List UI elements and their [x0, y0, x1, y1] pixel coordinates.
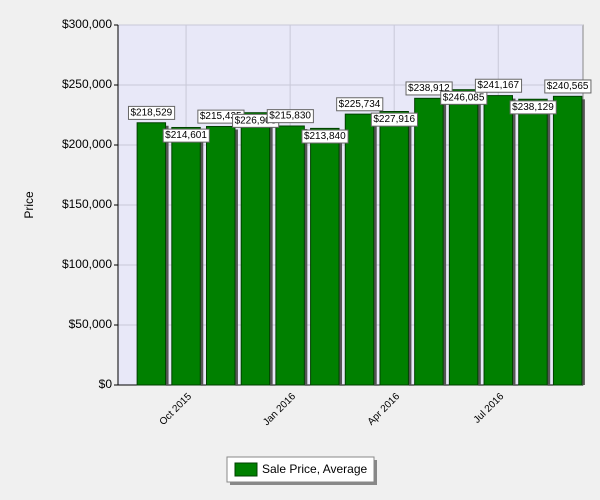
value-label: $215,830 [269, 111, 311, 122]
value-label: $213,840 [304, 131, 346, 142]
value-label: $241,167 [477, 80, 519, 91]
x-tick-label: Jan 2016 [261, 391, 298, 428]
value-label: $238,912 [408, 83, 450, 94]
value-label-box [162, 128, 210, 143]
y-tick-label: $150,000 [62, 197, 112, 211]
value-label-box [509, 100, 557, 115]
legend: Sale Price, Average [226, 456, 377, 485]
value-label: $240,565 [547, 81, 589, 92]
x-tick-label: Jul 2016 [472, 391, 507, 426]
value-label: $225,734 [339, 99, 381, 110]
bar [379, 111, 409, 386]
y-tick-label: $200,000 [62, 137, 112, 151]
y-tick-label: $0 [99, 377, 113, 391]
value-label-box [336, 97, 384, 112]
bar [414, 97, 444, 386]
value-label-box [127, 105, 176, 120]
value-label: $218,529 [130, 107, 172, 118]
bar [448, 89, 479, 386]
y-tick-label: $250,000 [62, 77, 112, 91]
value-label: $227,916 [373, 114, 415, 125]
value-label-box [266, 109, 314, 124]
value-label-box [544, 79, 592, 94]
value-label-box [301, 129, 349, 144]
bar [240, 112, 271, 386]
bar [310, 127, 340, 386]
y-axis-label: Price [22, 191, 36, 219]
value-label: $226,903 [235, 115, 277, 126]
bar [344, 113, 375, 386]
y-tick-label: $50,000 [69, 317, 113, 331]
value-label-box [440, 90, 488, 105]
bar [171, 126, 201, 386]
legend-label: Sale Price, Average [262, 462, 368, 476]
value-label: $238,129 [512, 102, 554, 113]
bar [206, 125, 236, 386]
legend-swatch [234, 462, 258, 477]
bar [483, 95, 513, 386]
x-tick-label: Oct 2015 [158, 391, 195, 428]
value-label: $215,435 [200, 111, 242, 122]
bar [275, 125, 305, 386]
bar [136, 122, 167, 386]
x-tick-label: Apr 2016 [366, 391, 403, 428]
value-label-box [474, 78, 523, 93]
bar [552, 95, 583, 386]
y-tick-label: $100,000 [62, 257, 112, 271]
value-label: $214,601 [165, 130, 207, 141]
value-label-box [370, 112, 418, 127]
y-tick-label: $300,000 [62, 17, 112, 31]
bar [518, 98, 548, 386]
value-label: $246,085 [443, 92, 485, 103]
